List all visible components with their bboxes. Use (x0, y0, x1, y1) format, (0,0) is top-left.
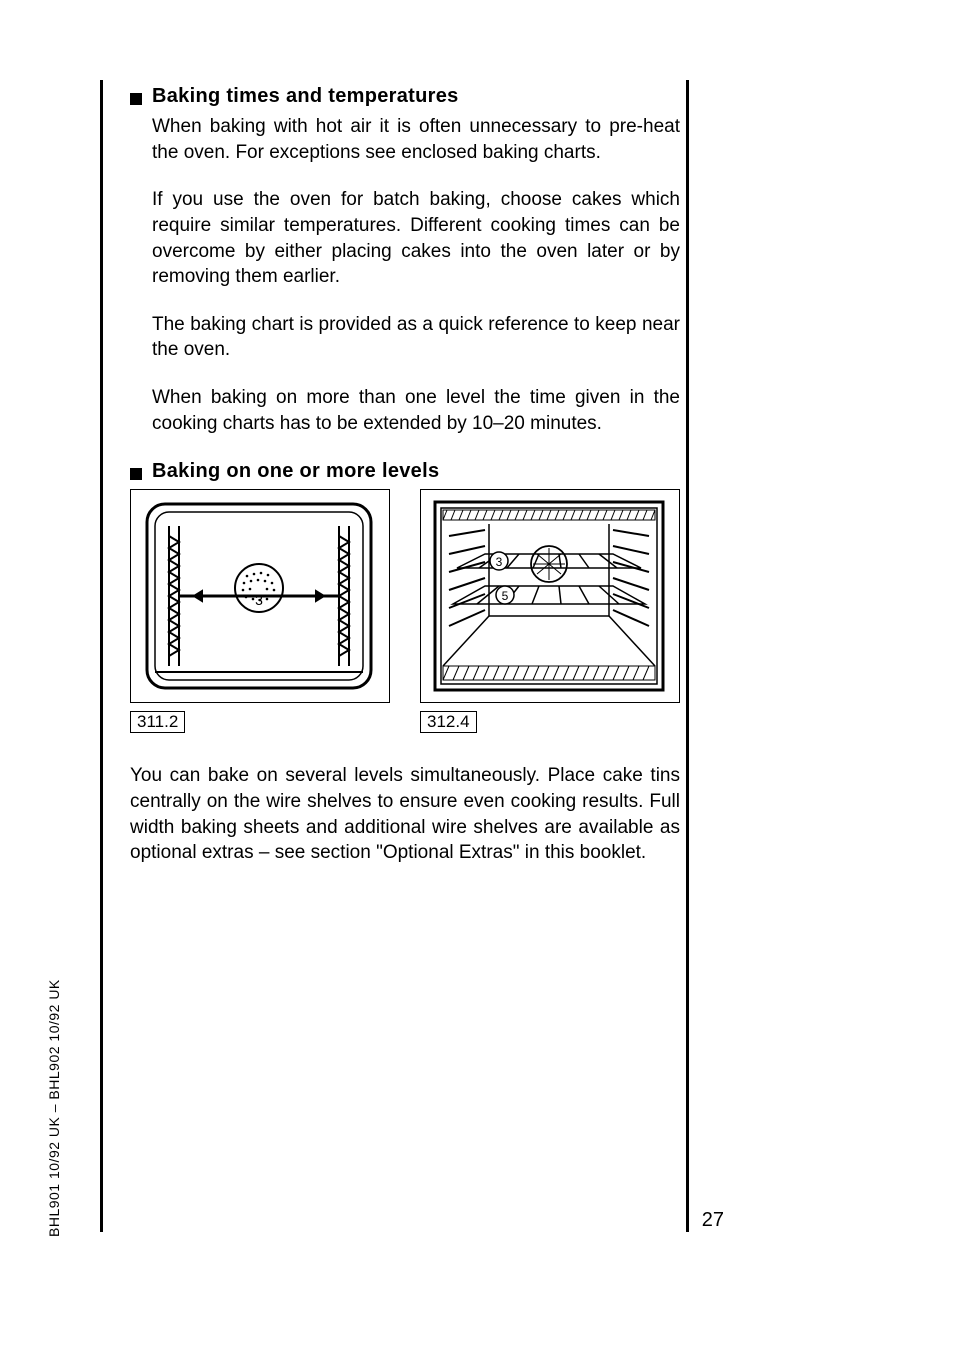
figure-number: 312.4 (420, 711, 477, 733)
page: BHL901 10/92 UK – BHL902 10/92 UK Baking… (0, 0, 954, 1352)
heading-row: Baking on one or more levels (130, 460, 680, 483)
oven-front-diagram: 3 (137, 496, 381, 696)
heading-row: Baking times and temperatures (130, 85, 680, 108)
section-baking-times: Baking times and temperatures When bakin… (130, 85, 680, 436)
paragraph: When baking with hot air it is often unn… (152, 114, 680, 165)
section-heading: Baking on one or more levels (152, 460, 439, 483)
figure-312-4: 3 5 (420, 489, 680, 733)
square-bullet-icon (130, 468, 142, 480)
figure-311-2: 3 311.2 (130, 489, 390, 733)
fig2-rack-label-1: 5 (502, 589, 509, 603)
fig2-rack-label-0: 3 (496, 555, 503, 569)
figure-box: 3 5 (420, 489, 680, 703)
paragraph: The baking chart is provided as a quick … (152, 312, 680, 363)
doc-side-label: BHL901 10/92 UK – BHL902 10/92 UK (46, 979, 62, 1237)
left-border (100, 80, 103, 1232)
main-column: Baking times and temperatures When bakin… (130, 85, 680, 890)
figure-box: 3 (130, 489, 390, 703)
section-heading: Baking times and temperatures (152, 85, 459, 108)
oven-perspective-diagram: 3 5 (427, 496, 671, 696)
page-number: 27 (702, 1209, 724, 1232)
paragraph: When baking on more than one level the t… (152, 385, 680, 436)
figure-number: 311.2 (130, 711, 185, 733)
paragraph: If you use the oven for batch baking, ch… (152, 187, 680, 290)
section-baking-levels: Baking on one or more levels (130, 460, 680, 866)
paragraph: You can bake on several levels simultane… (130, 763, 680, 866)
figure-row: 3 311.2 (130, 489, 680, 733)
square-bullet-icon (130, 93, 142, 105)
fig1-center-label: 3 (255, 592, 263, 608)
right-border (686, 80, 689, 1232)
